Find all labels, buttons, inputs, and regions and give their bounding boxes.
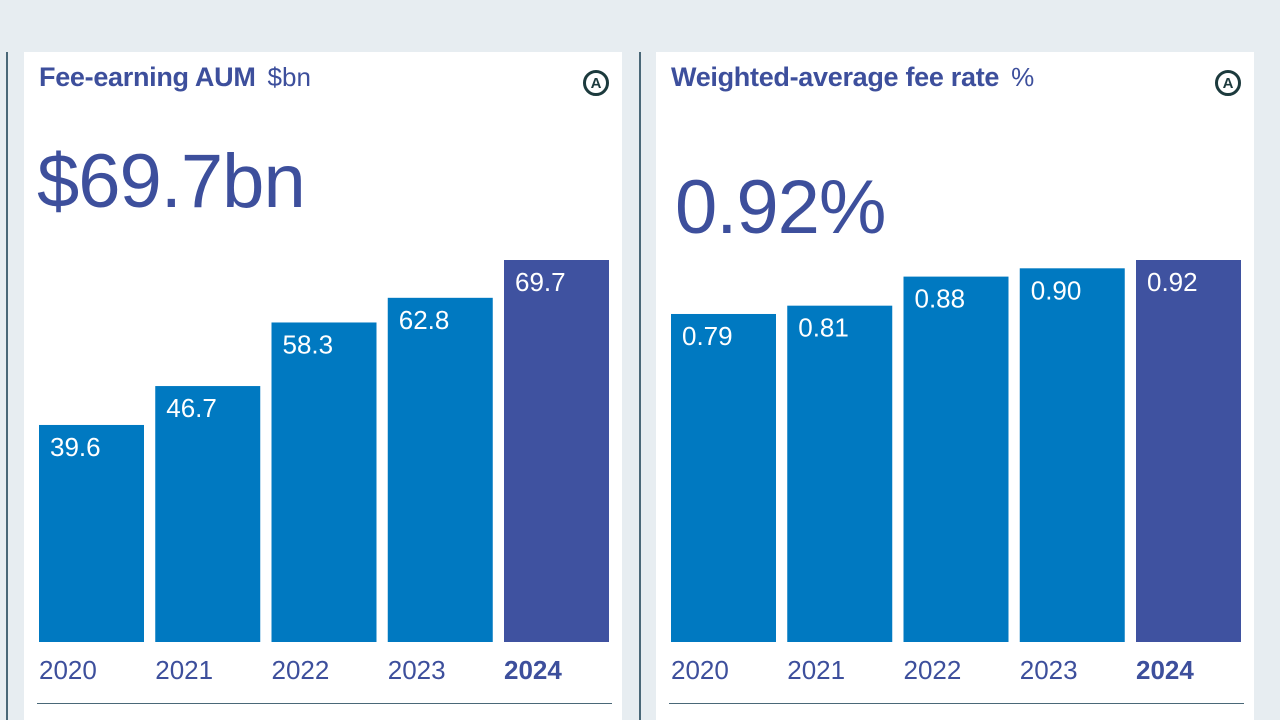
value-label-2021: 46.7 (166, 393, 217, 423)
bar-2023 (1019, 268, 1125, 642)
value-label-2023: 0.90 (1031, 275, 1082, 305)
category-label-2022: 2022 (272, 655, 330, 685)
headline-value: $69.7bn (37, 139, 306, 224)
headline-value: 0.92% (675, 165, 886, 250)
value-label-2022: 0.88 (915, 284, 966, 314)
chart-title: Fee-earning AUM (39, 62, 256, 92)
aum-bar-chart: 39.6 2020 46.7 2021 58.3 2022 62.8 2023 69.7 2024 (39, 260, 609, 685)
panel-title: Fee-earning AUM $bn (39, 62, 311, 98)
bar-2023 (387, 297, 493, 642)
fee-earning-aum-panel: Fee-earning AUM $bn A $69.7bn 39.6 2020 46… (24, 52, 622, 720)
value-label-2021: 0.81 (798, 313, 849, 343)
chart-title: Weighted-average fee rate (671, 62, 1000, 92)
middle-divider (639, 52, 641, 720)
category-label-2020: 2020 (39, 655, 97, 685)
a-badge-icon: A (583, 70, 609, 96)
bottom-rule (669, 703, 1244, 704)
chart-unit: $bn (267, 62, 311, 92)
bottom-rule (37, 703, 612, 704)
category-label-2022: 2022 (904, 655, 962, 685)
bar-2021 (787, 305, 893, 642)
fee-rate-bar-chart: 0.79 2020 0.81 2021 0.88 2022 0.90 2023 0.92 2024 (671, 260, 1241, 685)
fee-rate-panel: Weighted-average fee rate % A 0.92% 0.79… (656, 52, 1254, 720)
bar-2022 (271, 322, 377, 642)
panel-title: Weighted-average fee rate % (671, 62, 1034, 98)
chart-unit: % (1011, 62, 1035, 92)
bar-2021 (155, 386, 261, 642)
value-label-2023: 62.8 (399, 305, 450, 335)
value-label-2020: 0.79 (682, 321, 733, 351)
category-label-2023: 2023 (1020, 655, 1078, 685)
category-label-2024: 2024 (1136, 655, 1194, 685)
category-label-2021: 2021 (155, 655, 213, 685)
category-label-2020: 2020 (671, 655, 729, 685)
value-label-2020: 39.6 (50, 432, 101, 462)
bar-2022 (903, 276, 1009, 642)
category-label-2024: 2024 (504, 655, 562, 685)
value-label-2024: 69.7 (515, 267, 566, 297)
value-label-2022: 58.3 (283, 329, 334, 359)
category-label-2021: 2021 (787, 655, 845, 685)
value-label-2024: 0.92 (1147, 267, 1198, 297)
left-divider (6, 52, 8, 720)
bar-2024 (504, 260, 609, 642)
bar-2020 (39, 424, 144, 642)
a-badge-icon: A (1215, 70, 1241, 96)
bar-2020 (671, 313, 776, 642)
category-label-2023: 2023 (388, 655, 446, 685)
bar-2024 (1136, 260, 1241, 642)
